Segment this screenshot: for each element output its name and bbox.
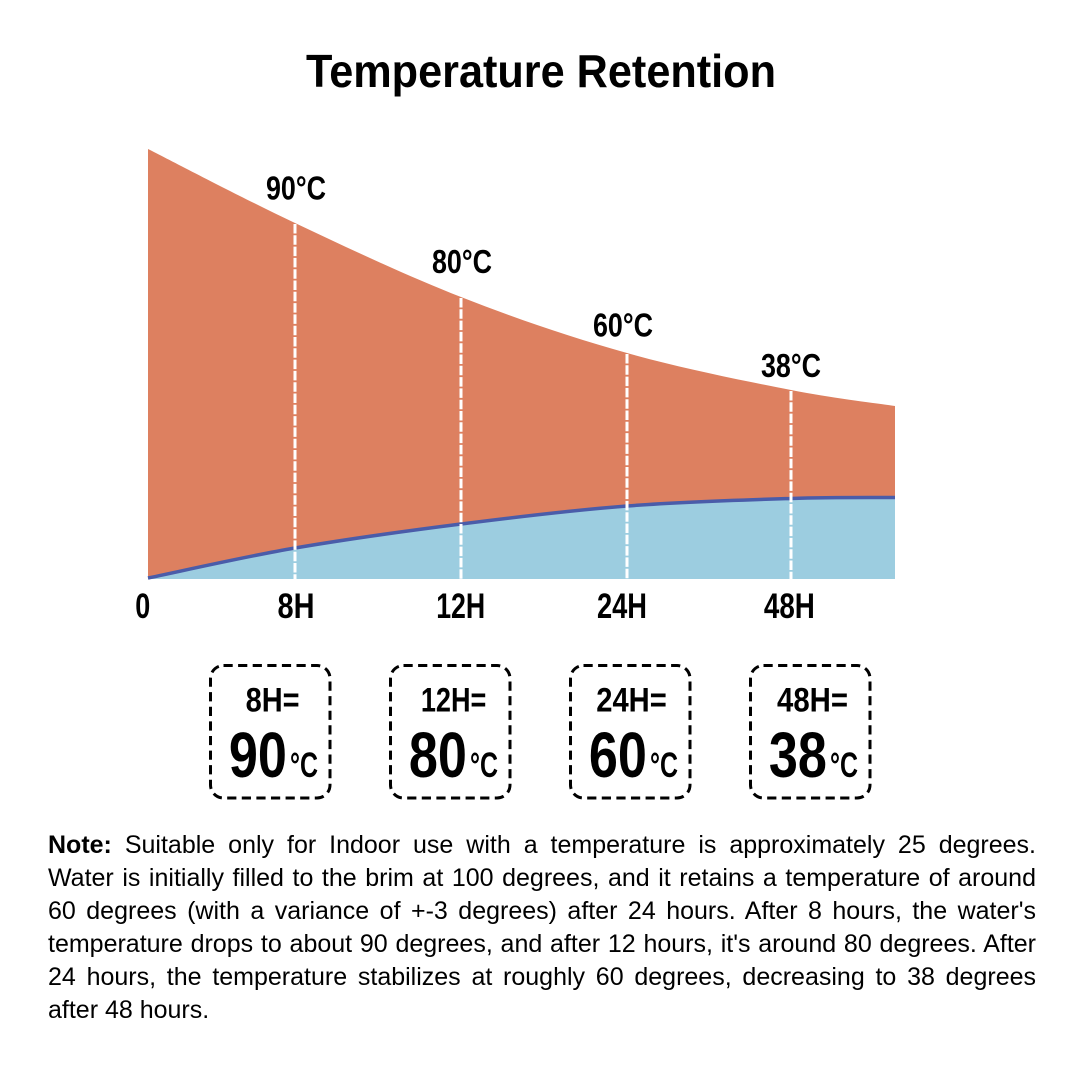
svg-text:80: 80 (409, 719, 467, 791)
svg-text:Temperature Retention: Temperature Retention (306, 45, 776, 97)
svg-text:90: 90 (229, 719, 287, 791)
svg-text:90°C: 90°C (266, 170, 326, 207)
svg-text:80°C: 80°C (432, 243, 492, 280)
svg-text:12H=: 12H= (421, 681, 487, 719)
svg-text:°C: °C (650, 745, 678, 785)
svg-text:48H: 48H (764, 587, 815, 626)
svg-text:8H: 8H (278, 587, 315, 626)
svg-text:8H=: 8H= (246, 681, 300, 719)
svg-text:°C: °C (830, 745, 858, 785)
svg-text:24H=: 24H= (596, 681, 667, 719)
svg-text:60°C: 60°C (593, 307, 653, 344)
svg-text:°C: °C (470, 745, 498, 785)
svg-text:48H=: 48H= (777, 681, 848, 719)
svg-text:0: 0 (135, 587, 150, 626)
svg-text:24H: 24H (597, 587, 647, 626)
svg-text:38: 38 (769, 719, 827, 791)
svg-text:38°C: 38°C (761, 347, 821, 384)
svg-text:°C: °C (290, 745, 318, 785)
svg-text:60: 60 (589, 719, 647, 791)
svg-text:12H: 12H (436, 587, 485, 626)
